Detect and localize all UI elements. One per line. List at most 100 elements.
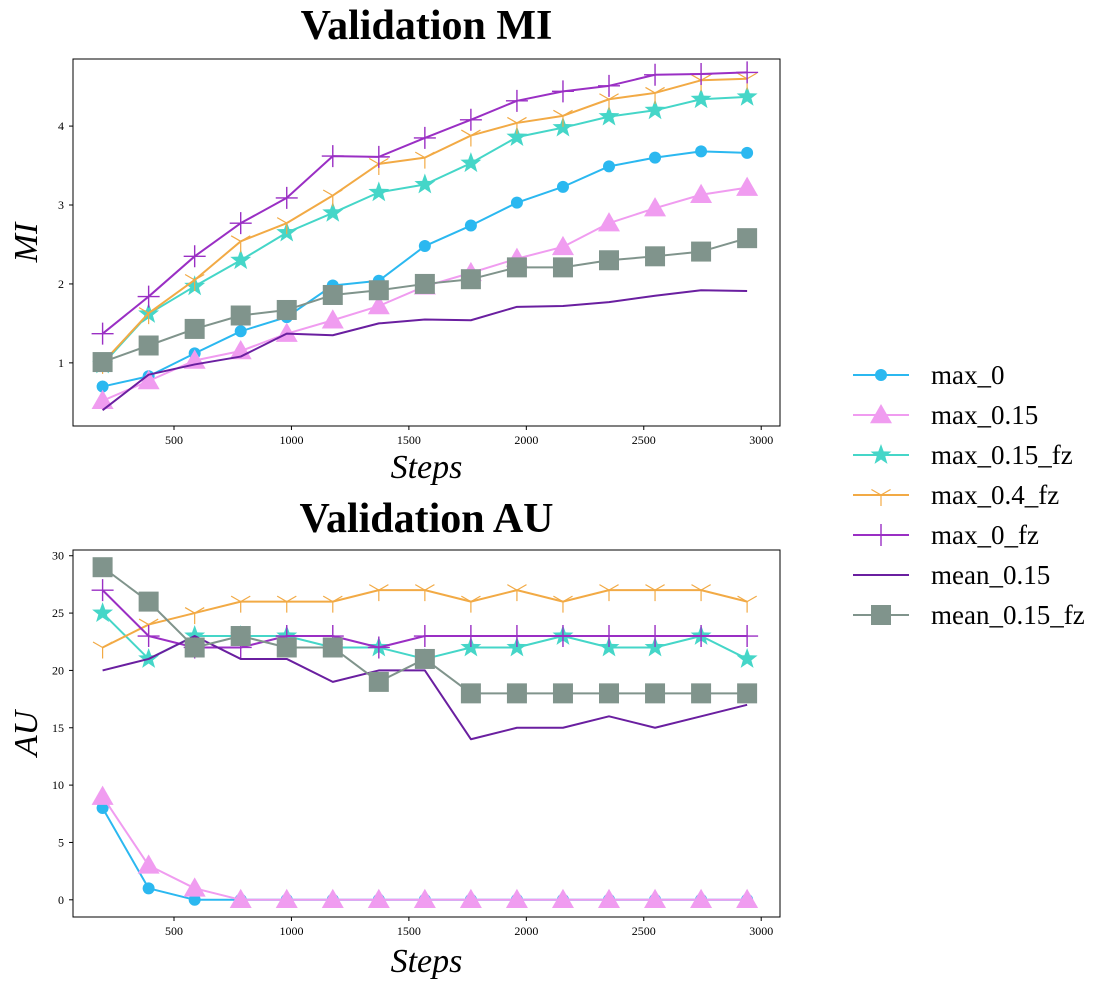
data-point — [459, 108, 482, 131]
data-point — [553, 595, 573, 613]
data-point — [645, 86, 665, 104]
legend-entry: max_0.15_fz — [853, 440, 1073, 470]
data-point — [460, 152, 482, 173]
data-point — [552, 257, 573, 278]
data-point — [461, 129, 481, 147]
data-point — [506, 257, 527, 278]
legend-marker — [871, 605, 891, 625]
data-point — [321, 145, 344, 168]
data-point — [138, 335, 159, 356]
data-point — [321, 888, 344, 909]
legend-marker — [875, 369, 887, 381]
data-point — [91, 579, 114, 602]
data-point — [599, 683, 620, 704]
au-y-axis-label: AU — [8, 708, 45, 758]
data-point — [510, 196, 523, 209]
data-point — [598, 105, 620, 126]
data-point — [92, 641, 113, 659]
data-point — [505, 888, 528, 909]
data-point — [184, 607, 205, 625]
data-point — [691, 241, 712, 262]
data-point — [368, 181, 390, 202]
data-point — [556, 180, 569, 193]
data-point — [506, 683, 527, 704]
au-x-tick-label: 1500 — [397, 924, 421, 938]
legend-label: max_0 — [931, 360, 1005, 390]
data-point — [137, 625, 160, 648]
au-chart-title: Validation AU — [299, 496, 553, 542]
data-point — [690, 625, 713, 648]
data-point — [184, 318, 205, 339]
data-point — [230, 626, 251, 647]
legend-label: max_0.15_fz — [931, 440, 1073, 470]
data-point — [92, 557, 113, 578]
data-point — [598, 212, 621, 232]
data-point — [459, 625, 482, 648]
mi-chart-title: Validation MI — [301, 3, 553, 49]
data-point — [138, 591, 159, 612]
data-point — [737, 595, 757, 613]
legend-marker — [870, 444, 892, 464]
mi-y-tick-label: 1 — [58, 356, 64, 370]
au-y-tick-label: 0 — [58, 893, 64, 907]
data-point — [599, 250, 620, 271]
data-point — [234, 325, 247, 338]
mi-y-tick-label: 3 — [58, 198, 64, 212]
series-line — [101, 796, 748, 901]
data-point — [275, 888, 298, 909]
data-point — [367, 636, 390, 659]
series-line — [101, 289, 748, 412]
au-y-tick-label: 25 — [52, 606, 64, 620]
data-point — [507, 116, 527, 134]
data-point — [460, 269, 481, 290]
legend-entry: max_0 — [853, 360, 1005, 390]
mi-series-mean-0-15 — [101, 289, 748, 412]
data-point — [644, 63, 667, 86]
data-point — [645, 584, 665, 602]
data-point — [551, 235, 574, 256]
data-point — [599, 93, 619, 111]
data-point — [644, 197, 667, 217]
mi-series-max-0 — [96, 145, 754, 393]
data-point — [737, 228, 758, 249]
data-point — [321, 309, 344, 329]
au-y-tick-label: 10 — [52, 778, 64, 792]
au-axes-frame — [72, 549, 781, 918]
data-point — [183, 245, 206, 268]
au-series-mean-0-15-fz — [92, 557, 758, 704]
data-point — [737, 683, 758, 704]
data-point — [184, 273, 205, 291]
legend-label: max_0_fz — [931, 520, 1039, 550]
data-point — [414, 173, 436, 194]
au-y-tick-label: 20 — [52, 663, 64, 677]
data-point — [551, 80, 574, 103]
legend-label: mean_0.15 — [931, 560, 1050, 590]
data-point — [368, 671, 389, 692]
au-chart: Validation AU 500 1000 1500 2000 2500 3000 0 5 10… — [8, 496, 781, 980]
legend-label: max_0.15 — [931, 400, 1038, 430]
data-point — [322, 637, 343, 658]
data-point — [413, 888, 436, 909]
legend-entry: max_0.4_fz — [853, 480, 1059, 510]
data-point — [644, 625, 667, 648]
data-point — [413, 625, 436, 648]
mi-chart: Validation MI 500 1000 1500 2000 2500 3000 1 2 3 4… — [8, 3, 781, 486]
data-point — [322, 201, 344, 222]
legend-entry: max_0.15 — [853, 400, 1038, 430]
data-point — [461, 595, 481, 613]
data-point — [230, 305, 251, 326]
data-point — [137, 370, 160, 390]
data-point — [367, 888, 390, 909]
au-series-max-0-fz — [91, 579, 759, 659]
au-x-tick-label: 500 — [165, 924, 183, 938]
au-y-tick-label: 15 — [52, 721, 64, 735]
legend-entry: mean_0.15_fz — [853, 600, 1085, 630]
data-point — [91, 322, 114, 345]
legend-entry: mean_0.15 — [853, 560, 1050, 590]
data-point — [736, 625, 759, 648]
au-x-tick-label: 2000 — [514, 924, 538, 938]
au-x-tick-label: 1000 — [279, 924, 303, 938]
data-point — [645, 683, 666, 704]
data-point — [598, 625, 621, 648]
